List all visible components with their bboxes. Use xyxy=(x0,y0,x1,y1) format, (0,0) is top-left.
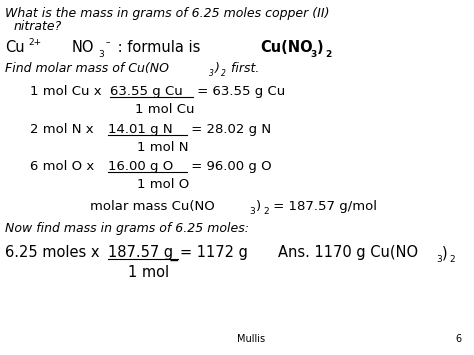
Text: nitrate?: nitrate? xyxy=(14,20,62,33)
Text: Cu: Cu xyxy=(5,40,25,55)
Text: Find molar mass of Cu(NO: Find molar mass of Cu(NO xyxy=(5,62,169,75)
Text: Cu(NO: Cu(NO xyxy=(260,40,313,55)
Text: 6.25 moles x: 6.25 moles x xyxy=(5,245,104,260)
Text: : formula is: : formula is xyxy=(113,40,201,55)
Text: 3: 3 xyxy=(98,50,104,59)
Text: 63.55 g Cu: 63.55 g Cu xyxy=(110,85,183,98)
Text: 3: 3 xyxy=(310,50,316,59)
Text: 2: 2 xyxy=(325,50,331,59)
Text: = 96.00 g O: = 96.00 g O xyxy=(187,160,272,173)
Text: ): ) xyxy=(317,40,324,55)
Text: 2: 2 xyxy=(263,207,269,216)
Text: 1 mol N: 1 mol N xyxy=(137,141,189,154)
Text: –: – xyxy=(106,38,110,47)
Text: What is the mass in grams of 6.25 moles copper (II): What is the mass in grams of 6.25 moles … xyxy=(5,7,329,20)
Text: 2 mol N x: 2 mol N x xyxy=(30,123,98,136)
Text: 3: 3 xyxy=(436,255,442,264)
Text: 6 mol O x: 6 mol O x xyxy=(30,160,99,173)
Text: molar mass Cu(NO: molar mass Cu(NO xyxy=(90,200,215,213)
Text: 14.01 g N: 14.01 g N xyxy=(108,123,173,136)
Text: 1 mol O: 1 mol O xyxy=(137,178,189,191)
Text: = 187.57 g/mol: = 187.57 g/mol xyxy=(269,200,377,213)
Text: 3: 3 xyxy=(209,69,214,78)
Text: 2: 2 xyxy=(449,255,455,264)
Text: 16.00 g O: 16.00 g O xyxy=(108,160,173,173)
Text: 2+: 2+ xyxy=(28,38,41,47)
Text: ): ) xyxy=(215,62,220,75)
Text: ): ) xyxy=(442,245,447,260)
Text: Now find mass in grams of 6.25 moles:: Now find mass in grams of 6.25 moles: xyxy=(5,222,249,235)
Text: 3: 3 xyxy=(249,207,255,216)
Text: ): ) xyxy=(256,200,261,213)
Text: = 28.02 g N: = 28.02 g N xyxy=(187,123,271,136)
Text: NO: NO xyxy=(72,40,94,55)
Text: = 63.55 g Cu: = 63.55 g Cu xyxy=(193,85,285,98)
Text: 187.57 g: 187.57 g xyxy=(108,245,173,260)
Text: 1 mol Cu: 1 mol Cu xyxy=(135,103,194,116)
Text: 1 mol: 1 mol xyxy=(128,265,169,280)
Text: = 1172 g: = 1172 g xyxy=(180,245,248,260)
Text: 1 mol Cu x: 1 mol Cu x xyxy=(30,85,106,98)
Text: 6: 6 xyxy=(455,334,461,344)
Text: Mullis: Mullis xyxy=(237,334,265,344)
Text: Ans. 1170 g Cu(NO: Ans. 1170 g Cu(NO xyxy=(278,245,418,260)
Text: 2: 2 xyxy=(221,69,226,78)
Text: first.: first. xyxy=(227,62,259,75)
